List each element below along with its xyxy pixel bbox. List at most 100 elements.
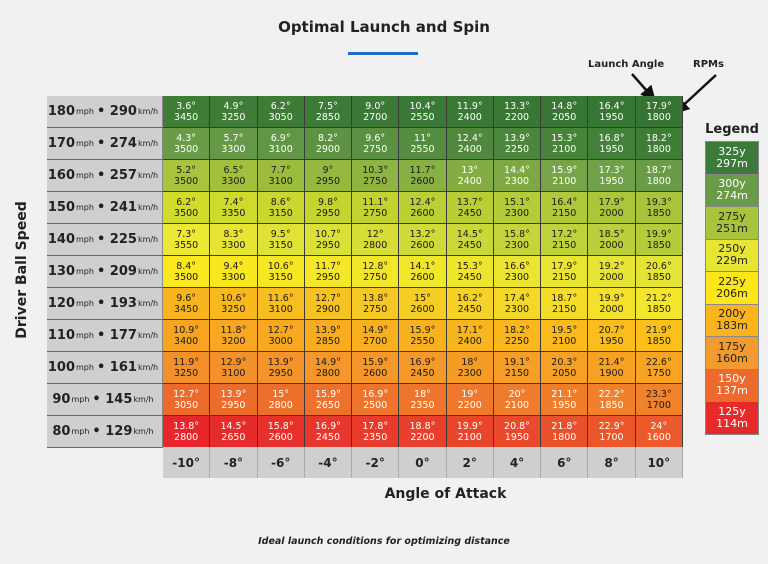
table-cell: 9° 2950: [304, 160, 353, 192]
table-cell: 8.2° 2900: [304, 128, 353, 160]
spin-rpm: 3550: [174, 239, 199, 251]
mph-unit: mph: [76, 139, 94, 148]
spin-rpm: 1700: [646, 399, 671, 411]
spin-rpm: 2300: [504, 239, 530, 251]
spin-rpm: 2500: [363, 399, 388, 411]
table-cell: 16.8° 1950: [588, 128, 636, 160]
launch-angle: 7.7°: [270, 164, 291, 176]
spin-rpm: 2400: [457, 335, 482, 347]
launch-angle: 12.8°: [362, 260, 389, 272]
table-cell: 17.9° 2000: [588, 192, 636, 224]
mph-value: 180: [47, 104, 75, 119]
launch-angle: 6.2°: [176, 196, 197, 208]
spin-rpm: 2000: [599, 271, 624, 283]
spin-rpm: 2150: [552, 207, 577, 219]
launch-angle: 14.1°: [409, 260, 436, 272]
row-header-speed: 100 mph • 161 km/h: [47, 352, 163, 384]
launch-angle: 18.8°: [409, 420, 436, 432]
separator: •: [96, 168, 110, 183]
table-cell: 6.2° 3050: [257, 96, 305, 128]
spin-rpm: 2100: [552, 335, 577, 347]
separator: •: [96, 296, 110, 311]
table-cell: 10.4° 2550: [399, 96, 447, 128]
spin-rpm: 2600: [410, 239, 435, 251]
launch-angle-annotation: Launch Angle: [588, 59, 665, 70]
table-cell: 13.2° 2600: [399, 224, 447, 256]
angle-of-attack-tick: 8°: [588, 447, 636, 478]
spin-rpm: 2000: [599, 303, 624, 315]
table-cell: 8.4° 3500: [163, 256, 211, 288]
launch-angle: 19.3°: [645, 196, 672, 208]
spin-rpm: 2600: [410, 207, 435, 219]
spin-rpm: 2950: [315, 271, 341, 283]
x-axis-label: Angle of Attack: [384, 486, 507, 502]
spin-rpm: 2950: [268, 367, 293, 379]
spin-rpm: 2050: [552, 367, 577, 379]
kmh-unit: km/h: [137, 171, 159, 180]
table-cell: 11.6° 3100: [257, 288, 305, 320]
spin-rpm: 3050: [174, 399, 199, 411]
spin-rpm: 2300: [504, 271, 530, 283]
launch-angle: 15°: [272, 388, 290, 400]
table-cell: 7.5° 2850: [304, 96, 353, 128]
launch-angle: 17.9°: [598, 196, 625, 208]
launch-angle: 19.9°: [598, 292, 625, 304]
spin-rpm: 1850: [646, 303, 671, 315]
row-header-speed: 90 mph • 145 km/h: [47, 384, 163, 416]
launch-angle: 21.4°: [598, 356, 625, 368]
table-cell: 6.9° 3100: [257, 128, 305, 160]
table-cell: 22.6° 1750: [635, 352, 683, 384]
table-cell: 17.1° 2400: [446, 320, 494, 352]
table-cell: 18.7° 2150: [541, 288, 589, 320]
table-cell: 13.9° 2950: [210, 384, 258, 416]
table-cell: 22.2° 1850: [588, 384, 636, 416]
table-cell: 13.8° 2750: [352, 288, 400, 320]
table-cell: 20° 2100: [493, 384, 542, 416]
spin-rpm: 2450: [410, 367, 435, 379]
spin-rpm: 2200: [410, 431, 435, 443]
table-cell: 7.7° 3100: [257, 160, 305, 192]
launch-angle: 17.1°: [456, 324, 483, 336]
kmh-value: 145: [105, 392, 133, 407]
launch-angle: 22.9°: [598, 420, 625, 432]
spin-rpm: 2350: [363, 431, 388, 443]
spin-rpm: 2900: [315, 303, 341, 315]
spin-rpm: 3250: [221, 303, 246, 315]
spin-rpm: 3250: [221, 111, 246, 123]
table-cell: 17.2° 2150: [541, 224, 589, 256]
row-header-speed: 180 mph • 290 km/h: [47, 96, 163, 128]
launch-angle: 16.9°: [314, 420, 341, 432]
legend-meters: 160m: [716, 351, 748, 365]
launch-angle: 19.9°: [645, 228, 672, 240]
spin-rpm: 1950: [599, 175, 624, 187]
legend-yards: 150y: [718, 372, 746, 386]
mph-value: 160: [47, 168, 75, 183]
table-cell: 10.3° 2750: [352, 160, 400, 192]
kmh-value: 209: [109, 264, 137, 279]
mph-unit: mph: [76, 331, 94, 340]
kmh-value: 290: [109, 104, 137, 119]
legend-meters: 229m: [716, 254, 748, 268]
separator: •: [96, 328, 110, 343]
launch-angle: 13.9°: [504, 132, 530, 144]
spin-rpm: 3500: [174, 175, 199, 187]
table-cell: 19.9° 2100: [446, 416, 494, 448]
title-underline: [348, 52, 418, 55]
launch-angle: 17.9°: [551, 260, 578, 272]
table-row: 80 mph • 129 km/h 13.8° 2800 14.5° 2650 15.8° 260…: [47, 416, 683, 448]
table-cell: 14.9° 2700: [352, 320, 400, 352]
launch-angle: 10.3°: [362, 164, 389, 176]
mph-value: 80: [52, 424, 71, 439]
spin-rpm: 3300: [221, 239, 246, 251]
legend-yards: 325y: [718, 144, 746, 158]
spin-rpm: 2950: [315, 175, 341, 187]
legend-yards: 200y: [718, 307, 746, 321]
spin-rpm: 1950: [552, 399, 577, 411]
table-cell: 21.4° 1900: [588, 352, 636, 384]
launch-angle: 10.6°: [267, 260, 294, 272]
spin-rpm: 2400: [457, 111, 482, 123]
spin-rpm: 2100: [552, 175, 577, 187]
legend-item: 225y 206m: [705, 272, 759, 305]
legend: Legend 325y 297m 300y 274m 275y 251m 250y 229m 2…: [705, 122, 759, 435]
angle-of-attack-tick: -6°: [258, 447, 305, 478]
